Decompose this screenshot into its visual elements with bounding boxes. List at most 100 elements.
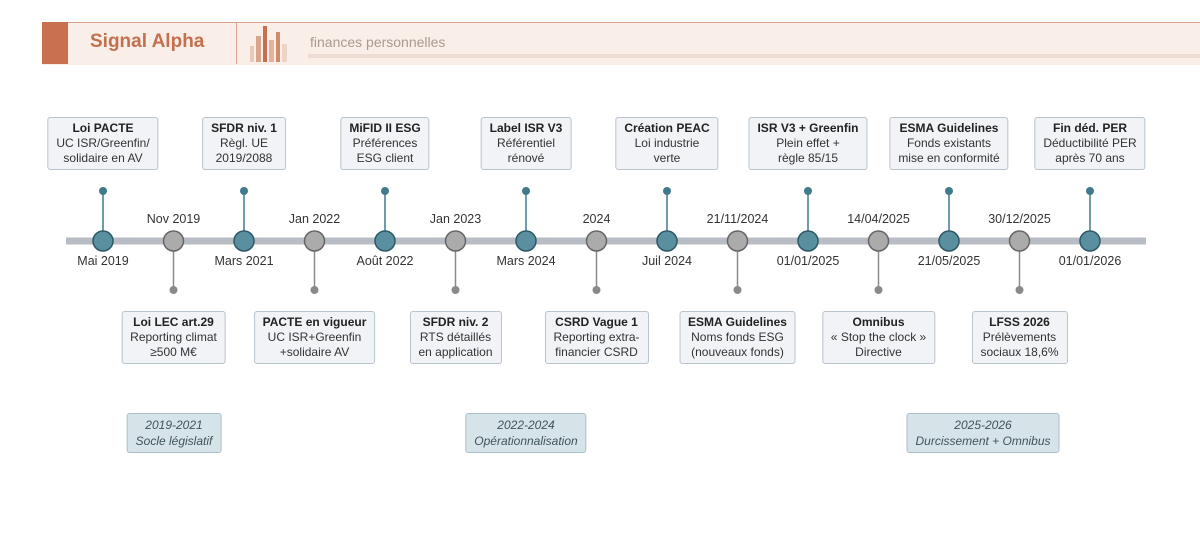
event-text: Reporting climat [130,330,217,344]
event-title: Loi PACTE [72,121,134,135]
event-text: verte [653,151,681,165]
event-date: Jan 2022 [288,212,341,226]
event-text: Règl. UE [219,136,269,150]
stem-dot [592,286,601,294]
event-date: Juil 2024 [641,254,693,268]
event-text: Loi industrie [634,136,700,150]
period-years: 2019-2021 [145,418,203,432]
event-title: Création PEAC [624,121,710,135]
node [867,230,890,252]
event-text: financier CSRD [555,345,638,359]
period-label: Opérationnalisation [474,434,578,448]
event-text: après 70 ans [1055,151,1125,165]
period-years: 2025-2026 [954,418,1012,432]
node [374,230,396,252]
event-box: Fin déd. PER Déductibilité PER après 70 an… [1034,117,1146,170]
event-text: règle 85/15 [777,151,839,165]
node [726,230,749,252]
event-date: Mars 2024 [496,254,556,268]
event-box: LFSS 2026 Prélèvements sociaux 18,6% [971,311,1068,364]
event-text: ≥500 M€ [150,345,197,359]
event-box: Label ISR V3 Référentiel rénové [480,117,572,170]
stem-dot [804,187,812,195]
header-accent [42,22,68,64]
stem-dot [945,187,953,195]
stem-dot [1015,286,1024,294]
stem-dot [169,286,178,294]
period-box: 2025-2026 Durcissement + Omnibus [906,413,1060,453]
event-title: SFDR niv. 2 [422,315,489,329]
event-date: Jan 2023 [429,212,482,226]
event-text: Préférences [352,136,418,150]
stem-dot [451,286,460,294]
event-text: ESG client [356,151,414,165]
event-box: SFDR niv. 1 Règl. UE 2019/2088 [202,117,286,170]
node [233,230,255,252]
event-date: Mars 2021 [214,254,274,268]
event-text: Prélèvements [982,330,1057,344]
event-box: ESMA Guidelines Fonds existants mise en co… [889,117,1009,170]
event-text: +solidaire AV [279,345,350,359]
event-text: UC ISR/Greenfin/ [56,136,150,150]
header-rule [308,54,1200,58]
stem-dot [240,187,248,195]
node [515,230,537,252]
event-text: RTS détaillés [419,330,492,344]
event-date: 2024 [582,212,611,226]
event-box: CSRD Vague 1 Reporting extra-financier CS… [544,311,649,364]
node [162,230,185,252]
stem-dot [381,187,389,195]
event-text: UC ISR+Greenfin [267,330,362,344]
event-title: ESMA Guidelines [688,315,787,329]
event-date: 21/05/2025 [917,254,981,268]
event-box: SFDR niv. 2 RTS détaillés en application [409,311,502,364]
event-date: 30/12/2025 [988,212,1051,226]
event-box: Omnibus « Stop the clock » Directive [821,311,936,364]
node [585,230,608,252]
event-date: 01/01/2026 [1058,254,1122,268]
header-icon [250,26,287,62]
event-text: Déductibilité PER [1043,136,1137,150]
event-date: 21/11/2024 [706,212,769,226]
event-title: MiFID II ESG [349,121,421,135]
event-title: ESMA Guidelines [899,121,999,135]
event-box: Loi PACTE UC ISR/Greenfin/solidaire en AV [47,117,159,170]
stem-dot [310,286,319,294]
event-text: rénové [507,151,545,165]
event-title: PACTE en vigueur [262,315,367,329]
header-subtitle: finances personnelles [310,34,446,50]
event-box: MiFID II ESG Préférences ESG client [340,117,430,170]
event-title: Fin déd. PER [1052,121,1127,135]
node [938,230,960,252]
event-box: ISR V3 + Greenfin Plein effet + règle 85/1… [748,117,868,170]
event-box: PACTE en vigueur UC ISR+Greenfin +solidair… [253,311,376,364]
period-box: 2022-2024 Opérationnalisation [465,413,587,453]
node [1008,230,1031,252]
event-text: « Stop the clock » [830,330,927,344]
node [656,230,678,252]
node [1079,230,1101,252]
event-date: 01/01/2025 [776,254,840,268]
event-date: 14/04/2025 [847,212,910,226]
period-years: 2022-2024 [497,418,555,432]
stem-dot [522,187,530,195]
event-text: solidaire en AV [63,151,143,165]
event-text: en application [418,345,493,359]
event-title: Loi LEC art.29 [133,315,214,329]
event-date: Août 2022 [356,254,414,268]
event-text: Reporting extra- [553,330,640,344]
event-text: (nouveaux fonds) [691,345,784,359]
period-label: Durcissement + Omnibus [915,434,1051,448]
event-date: Mai 2019 [77,254,129,268]
event-date: Nov 2019 [146,212,201,226]
event-title: CSRD Vague 1 [555,315,638,329]
node [444,230,467,252]
event-title: SFDR niv. 1 [211,121,277,135]
event-text: Plein effet + [776,136,840,150]
event-title: Omnibus [852,315,905,329]
header-title: Signal Alpha [90,31,205,52]
node [303,230,326,252]
event-box: Loi LEC art.29 Reporting climat ≥500 M€ [121,311,226,364]
